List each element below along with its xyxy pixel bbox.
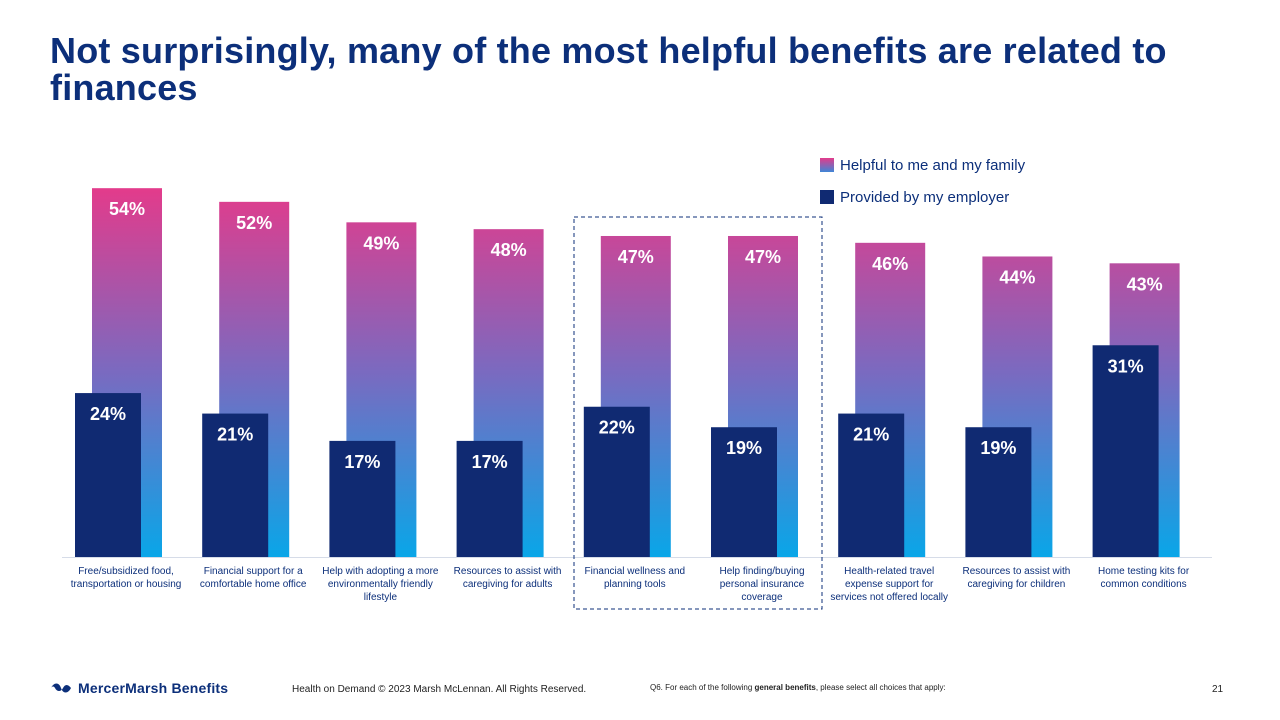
value-label-helpful-5: 47%: [745, 247, 781, 267]
bar-employer-8: [1092, 345, 1159, 557]
value-label-helpful-7: 44%: [999, 267, 1035, 287]
bar-employer-1: [202, 413, 269, 557]
logo-icon: [51, 683, 71, 693]
legend-swatch-helpful: [820, 158, 834, 172]
legend-item-employer: Provided by my employer: [820, 186, 1025, 208]
question-prefix: Q6. For each of the following: [650, 683, 755, 692]
legend-swatch-employer: [820, 190, 834, 204]
category-label-2: Help with adopting a more environmentally…: [322, 566, 439, 603]
category-label-6: Health-related travel expense support for…: [830, 566, 948, 603]
legend-label-employer: Provided by my employer: [840, 188, 1010, 206]
value-label-employer-6: 21%: [853, 425, 889, 445]
logo-text: MercerMarsh Benefits: [78, 680, 229, 696]
legend-label-helpful: Helpful to me and my family: [840, 156, 1026, 174]
question-bold: general benefits: [754, 683, 816, 692]
page-title: Not surprisingly, many of the most helpf…: [50, 30, 1167, 108]
value-label-employer-3: 17%: [472, 452, 508, 472]
company-logo: MercerMarsh Benefits: [50, 680, 228, 696]
value-label-helpful-3: 48%: [491, 240, 527, 260]
bar-employer-6: [838, 413, 905, 557]
category-label-8: Home testing kits for common conditions: [1098, 566, 1190, 590]
chart-legend: Helpful to me and my family Provided by …: [820, 154, 1025, 218]
bar-employer-0: [75, 393, 141, 557]
bar-employer-2: [329, 440, 396, 557]
value-label-employer-8: 31%: [1108, 356, 1144, 376]
bar-employer-4: [583, 406, 650, 557]
value-label-employer-1: 21%: [217, 425, 253, 445]
category-label-1: Financial support for a comfortable home …: [200, 566, 307, 590]
category-label-0: Free/subsidized food, transportation or h…: [71, 566, 182, 590]
value-label-helpful-6: 46%: [872, 254, 908, 274]
value-label-helpful-4: 47%: [618, 247, 654, 267]
category-label-5: Help finding/buying personal insurance cov…: [719, 566, 804, 603]
value-label-employer-5: 19%: [726, 438, 762, 458]
copyright-text: Health on Demand © 2023 Marsh McLennan. …: [292, 684, 587, 695]
legend-item-helpful: Helpful to me and my family: [820, 154, 1025, 176]
question-note: Q6. For each of the following general be…: [650, 683, 946, 692]
value-label-employer-2: 17%: [344, 452, 380, 472]
highlight-box: [573, 216, 823, 610]
bar-employer-7: [965, 427, 1032, 557]
value-label-helpful-1: 52%: [236, 213, 272, 233]
category-label-7: Resources to assist with caregiving for c…: [962, 566, 1070, 590]
value-label-helpful-8: 43%: [1127, 274, 1163, 294]
page-number: 21: [1212, 684, 1224, 695]
bar-employer-5: [711, 427, 777, 557]
bar-employer-3: [456, 440, 523, 557]
category-label-4: Financial wellness and planning tools: [584, 566, 685, 590]
category-label-3: Resources to assist with caregiving for a…: [454, 566, 562, 590]
value-label-helpful-0: 54%: [109, 199, 145, 219]
value-label-employer-0: 24%: [90, 404, 126, 424]
value-label-helpful-2: 49%: [363, 233, 399, 253]
question-suffix: , please select all choices that apply:: [815, 683, 946, 692]
value-label-employer-4: 22%: [599, 418, 635, 438]
value-label-employer-7: 19%: [980, 438, 1016, 458]
